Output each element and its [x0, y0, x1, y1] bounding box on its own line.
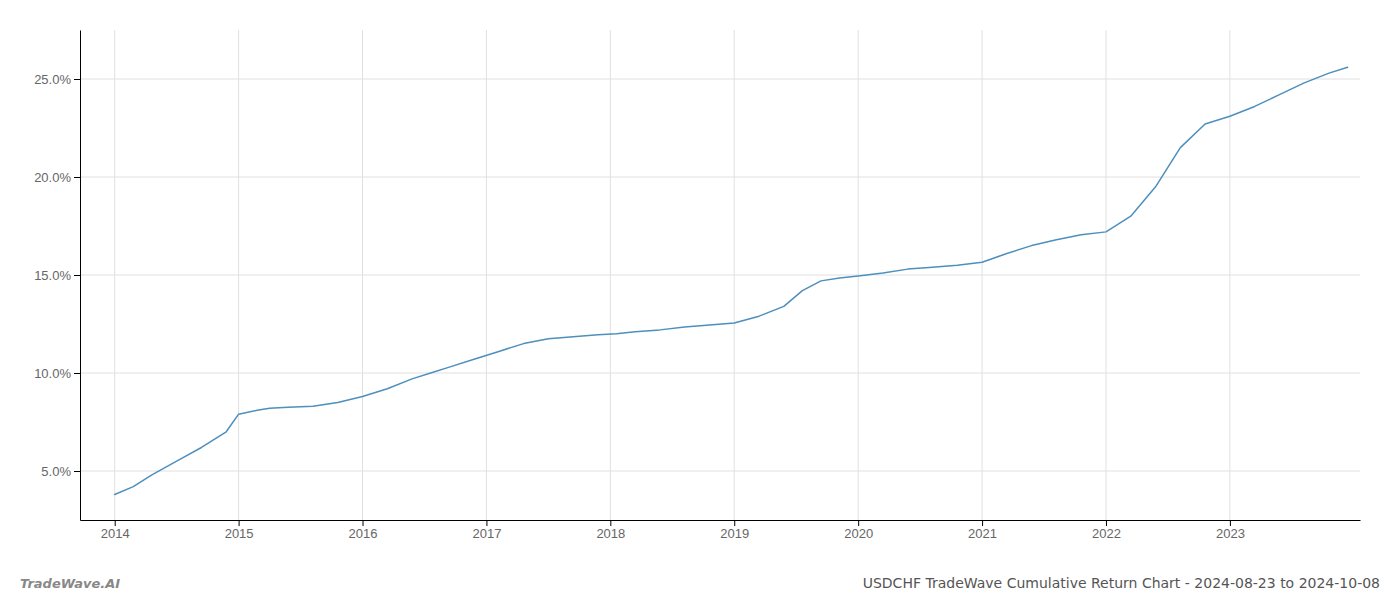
x-tick-label: 2023 — [1216, 526, 1245, 541]
x-tick-label: 2019 — [720, 526, 749, 541]
x-axis-line — [81, 520, 1361, 521]
y-tick: 10.0% — [34, 366, 80, 381]
x-tick-mark — [363, 520, 364, 526]
chart: 2014 2015 2016 2017 2018 2019 2020 2021 2022 2023… — [0, 0, 1400, 600]
x-tick: 2020 — [844, 520, 873, 541]
line — [115, 67, 1348, 494]
x-tick: 2015 — [225, 520, 254, 541]
x-tick: 2018 — [596, 520, 625, 541]
background — [0, 0, 1400, 600]
x-tick: 2014 — [101, 520, 130, 541]
x-tick: 2017 — [472, 520, 501, 541]
x-tick-mark — [734, 520, 735, 526]
y-tick-mark — [74, 177, 80, 178]
y-tick: 25.0% — [34, 72, 80, 87]
y-tick-mark — [74, 79, 80, 80]
x-axis: 2014 2015 2016 2017 2018 2019 2020 2021 2022 2023 — [81, 520, 1361, 541]
y-tick-label: 20.0% — [34, 170, 71, 185]
title: USDCHF TradeWave Cumulative Return Chart… — [863, 575, 1380, 591]
x-tick: 2021 — [968, 520, 997, 541]
x-tick-label: 2015 — [225, 526, 254, 541]
y-tick: 15.0% — [34, 268, 80, 283]
y-tick-label: 5.0% — [41, 464, 71, 479]
plot: 2014 2015 2016 2017 2018 2019 2020 2021 2022 2023… — [34, 30, 1360, 541]
x-tick-mark — [1106, 520, 1107, 526]
y-tick: 5.0% — [41, 464, 80, 479]
x-tick-mark — [115, 520, 116, 526]
x-tick: 2022 — [1092, 520, 1121, 541]
y-tick-mark — [74, 275, 80, 276]
y-axis-line — [80, 31, 81, 521]
y-tick-mark — [74, 471, 80, 472]
x-tick-mark — [1230, 520, 1231, 526]
x-tick-label: 2016 — [349, 526, 378, 541]
y-tick-label: 15.0% — [34, 268, 71, 283]
y-tick-mark — [74, 373, 80, 374]
y-tick: 20.0% — [34, 170, 80, 185]
y-tick-label: 10.0% — [34, 366, 71, 381]
x-tick: 2019 — [720, 520, 749, 541]
x-tick-mark — [858, 520, 859, 526]
x-tick-mark — [610, 520, 611, 526]
x-tick-label: 2022 — [1092, 526, 1121, 541]
grid-line-y — [80, 471, 1360, 472]
x-tick-label: 2020 — [844, 526, 873, 541]
x-tick-label: 2014 — [101, 526, 130, 541]
x-tick-mark — [239, 520, 240, 526]
grid-line-y — [80, 79, 1360, 80]
grid-line-y — [80, 177, 1360, 178]
footer: TradeWave.AI — [20, 576, 120, 591]
x-tick-label: 2021 — [968, 526, 997, 541]
y-tick-label: 25.0% — [34, 72, 71, 87]
x-tick-label: 2018 — [596, 526, 625, 541]
grid — [80, 30, 1360, 520]
grid-line-y — [80, 275, 1360, 276]
y-axis: 5.0% 10.0% 15.0% 20.0% 25.0% — [34, 31, 80, 521]
x-tick-mark — [486, 520, 487, 526]
x-tick-mark — [982, 520, 983, 526]
x-tick-label: 2017 — [472, 526, 501, 541]
grid-line-y — [80, 373, 1360, 374]
marks — [115, 67, 1348, 494]
x-tick: 2023 — [1216, 520, 1245, 541]
x-tick: 2016 — [349, 520, 378, 541]
